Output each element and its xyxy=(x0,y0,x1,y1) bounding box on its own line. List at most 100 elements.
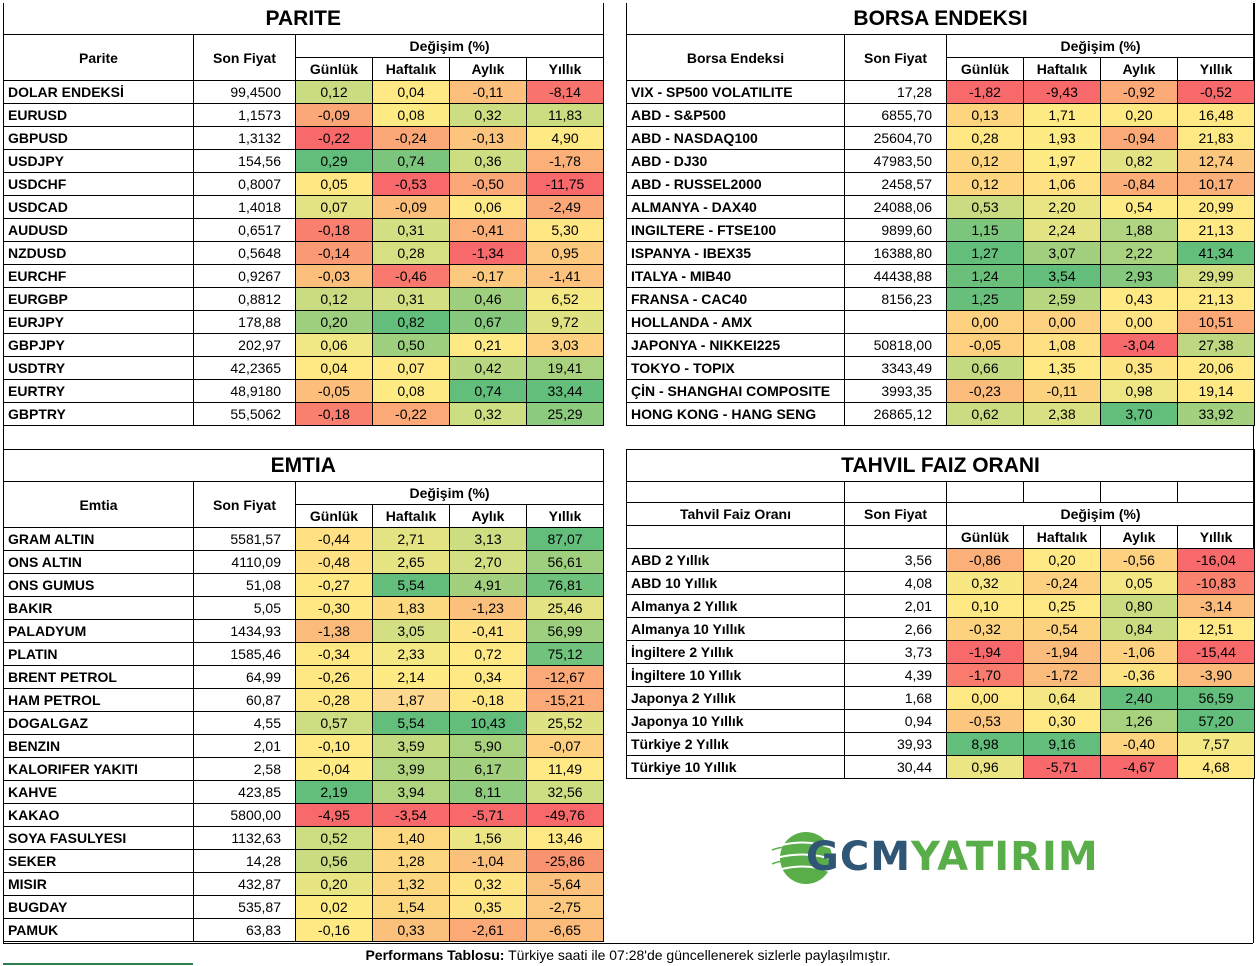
table-row: ISPANYA - IBEX35 16388,80 1,27 3,07 2,22 41,3… xyxy=(626,241,1256,265)
row-price: 5581,57 xyxy=(193,527,296,551)
table-row: Türkiye 10 Yıllık 30,44 0,96 -5,71 -4,67 4,68 xyxy=(626,755,1256,779)
table-row: Japonya 2 Yıllık 1,68 0,00 0,64 2,40 56,59 xyxy=(626,686,1256,710)
col-header-change: Değişim (%) xyxy=(945,34,1256,58)
row-name: EURTRY xyxy=(3,379,194,403)
monthly-change: -0,18 xyxy=(449,688,527,712)
row-name: ABD - S&P500 xyxy=(626,103,845,127)
row-price: 4,39 xyxy=(844,663,947,687)
row-price: 535,87 xyxy=(193,895,296,919)
row-name: ALMANYA - DAX40 xyxy=(626,195,845,219)
row-name: NZDUSD xyxy=(3,241,194,265)
weekly-change: 3,05 xyxy=(372,619,450,643)
yearly-change: 16,48 xyxy=(1176,103,1256,127)
weekly-change: 0,50 xyxy=(372,333,450,357)
col-header-monthly: Aylık xyxy=(1100,525,1178,549)
row-name: Türkiye 2 Yıllık xyxy=(626,732,845,756)
weekly-change: -0,11 xyxy=(1023,379,1101,403)
monthly-change: 0,82 xyxy=(1100,149,1178,173)
row-name: ONS GUMUS xyxy=(3,573,194,597)
row-name: HAM PETROL xyxy=(3,688,194,712)
table-row: USDCHF 0,8007 0,05 -0,53 -0,50 -11,75 xyxy=(3,172,605,196)
weekly-change: 2,38 xyxy=(1023,402,1101,426)
table-row: BUGDAY 535,87 0,02 1,54 0,35 -2,75 xyxy=(3,895,605,919)
row-price: 2,66 xyxy=(844,617,947,641)
table-row: GBPUSD 1,3132 -0,22 -0,24 -0,13 4,90 xyxy=(3,126,605,150)
table-row: GBPJPY 202,97 0,06 0,50 0,21 3,03 xyxy=(3,333,605,357)
table-row: GBPTRY 55,5062 -0,18 -0,22 0,32 25,29 xyxy=(3,402,605,426)
table-row: PAMUK 63,83 -0,16 0,33 -2,61 -6,65 xyxy=(3,918,605,942)
col-header-name: Parite xyxy=(3,34,194,81)
monthly-change: 0,42 xyxy=(449,356,527,380)
emtia-title: EMTIA xyxy=(3,449,605,482)
table-row: HOLLANDA - AMX 0,00 0,00 0,00 10,51 xyxy=(626,310,1256,334)
yearly-change: -11,75 xyxy=(525,172,605,196)
monthly-change: 2,70 xyxy=(449,550,527,574)
row-name: ABD 2 Yıllık xyxy=(626,548,845,572)
row-price: 0,5648 xyxy=(193,241,296,265)
row-name: Japonya 2 Yıllık xyxy=(626,686,845,710)
borsa-table: BORSA ENDEKSI Borsa Endeksi Son Fiyat De… xyxy=(625,3,1256,426)
yearly-change: -49,76 xyxy=(525,803,605,827)
monthly-change: 0,54 xyxy=(1100,195,1178,219)
row-name: BRENT PETROL xyxy=(3,665,194,689)
daily-change: -0,09 xyxy=(295,103,373,127)
row-name: VIX - SP500 VOLATILITE xyxy=(626,80,845,104)
daily-change: 1,27 xyxy=(946,241,1024,265)
daily-change: 0,62 xyxy=(946,402,1024,426)
daily-change: 0,57 xyxy=(295,711,373,735)
table-row: Japonya 10 Yıllık 0,94 -0,53 0,30 1,26 57,20 xyxy=(626,709,1256,733)
daily-change: 0,53 xyxy=(946,195,1024,219)
daily-change: 1,25 xyxy=(946,287,1024,311)
row-name: DOGALGAZ xyxy=(3,711,194,735)
daily-change: 0,12 xyxy=(946,149,1024,173)
row-name: USDCHF xyxy=(3,172,194,196)
daily-change: -1,82 xyxy=(946,80,1024,104)
row-name: EURUSD xyxy=(3,103,194,127)
row-price: 202,97 xyxy=(193,333,296,357)
row-price: 4,55 xyxy=(193,711,296,735)
row-price: 3343,49 xyxy=(844,356,947,380)
weekly-change: 2,71 xyxy=(372,527,450,551)
daily-change: -0,14 xyxy=(295,241,373,265)
row-name: EURGBP xyxy=(3,287,194,311)
weekly-change: 1,06 xyxy=(1023,172,1101,196)
weekly-change: 0,74 xyxy=(372,149,450,173)
row-name: MISIR xyxy=(3,872,194,896)
weekly-change: 0,30 xyxy=(1023,709,1101,733)
row-price: 154,56 xyxy=(193,149,296,173)
yearly-change: -0,07 xyxy=(525,734,605,758)
yearly-change: 57,20 xyxy=(1176,709,1256,733)
table-row: EURTRY 48,9180 -0,05 0,08 0,74 33,44 xyxy=(3,379,605,403)
daily-change: -0,86 xyxy=(946,548,1024,572)
row-price: 1132,63 xyxy=(193,826,296,850)
blank-cell xyxy=(1100,481,1178,503)
col-header-weekly: Haftalık xyxy=(1023,57,1101,81)
row-name: AUDUSD xyxy=(3,218,194,242)
table-row: EURUSD 1,1573 -0,09 0,08 0,32 11,83 xyxy=(3,103,605,127)
monthly-change: 0,72 xyxy=(449,642,527,666)
row-price: 9899,60 xyxy=(844,218,947,242)
row-name: Almanya 10 Yıllık xyxy=(626,617,845,641)
table-row: KAHVE 423,85 2,19 3,94 8,11 32,56 xyxy=(3,780,605,804)
daily-change: -0,48 xyxy=(295,550,373,574)
table-row: USDJPY 154,56 0,29 0,74 0,36 -1,78 xyxy=(3,149,605,173)
row-name: ISPANYA - IBEX35 xyxy=(626,241,845,265)
weekly-change: 0,25 xyxy=(1023,594,1101,618)
weekly-change: 0,08 xyxy=(372,103,450,127)
weekly-change: 3,99 xyxy=(372,757,450,781)
col-header-price: Son Fiyat xyxy=(844,34,947,81)
row-name: SEKER xyxy=(3,849,194,873)
daily-change: 0,06 xyxy=(295,333,373,357)
table-row: ALMANYA - DAX40 24088,06 0,53 2,20 0,54 20,99 xyxy=(626,195,1256,219)
parite-table: PARITE Parite Son Fiyat Değişim (%) Günl… xyxy=(3,3,605,426)
row-price: 26865,12 xyxy=(844,402,947,426)
monthly-change: -0,11 xyxy=(449,80,527,104)
row-name: USDTRY xyxy=(3,356,194,380)
table-row: EURCHF 0,9267 -0,03 -0,46 -0,17 -1,41 xyxy=(3,264,605,288)
weekly-change: 5,54 xyxy=(372,711,450,735)
col-header-monthly: Aylık xyxy=(449,504,527,528)
weekly-change: 0,33 xyxy=(372,918,450,942)
row-price: 55,5062 xyxy=(193,402,296,426)
daily-change: -0,22 xyxy=(295,126,373,150)
monthly-change: 0,98 xyxy=(1100,379,1178,403)
